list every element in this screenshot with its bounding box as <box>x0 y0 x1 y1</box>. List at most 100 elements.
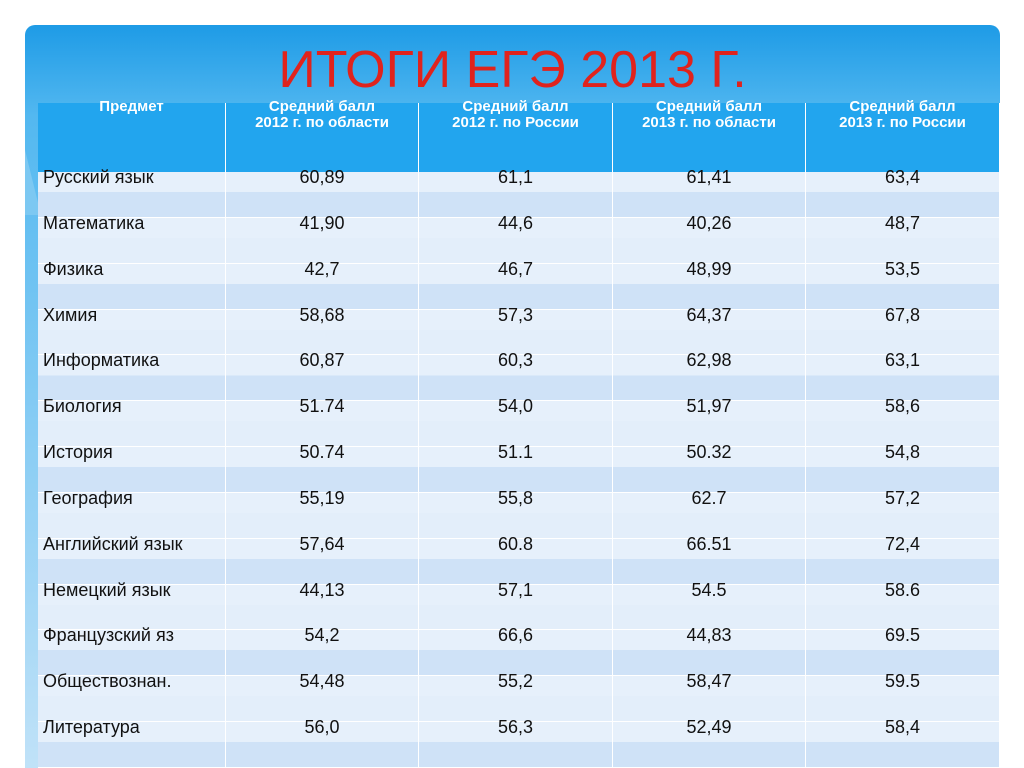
cell-text: 51.1 <box>497 442 534 463</box>
subject-cell: Информатика <box>38 350 226 402</box>
cell-text: Физика <box>43 258 104 279</box>
cell-text: История <box>43 442 113 463</box>
cell-text: Немецкий язык <box>43 579 171 600</box>
score-cell: 66,6 <box>419 625 613 677</box>
cell-text: 57,3 <box>497 304 534 325</box>
slide-title: ИТОГИ ЕГЭ 2013 Г. <box>278 41 747 99</box>
score-cell: 46,7 <box>419 259 613 310</box>
cell-text: 50.32 <box>686 442 732 463</box>
score-cell: 54,0 <box>419 396 613 448</box>
header-text: Средний балл <box>268 98 376 115</box>
header-cell: Предмет <box>38 99 226 172</box>
score-cell: 63,4 <box>806 167 1000 218</box>
cell-text: 56,0 <box>304 717 340 738</box>
cell-text: 62.7 <box>691 487 727 508</box>
cell-text: 60,3 <box>497 350 534 371</box>
score-cell: 51,97 <box>613 396 806 448</box>
score-cell: 57,1 <box>419 580 613 631</box>
cell-text: 54,48 <box>299 671 345 692</box>
score-cell: 54,8 <box>806 442 1000 493</box>
cell-text: 48,99 <box>686 258 732 279</box>
cell-text: Литература <box>43 717 140 738</box>
cell-text: География <box>43 487 133 508</box>
cell-text: 72,4 <box>884 533 921 554</box>
score-cell: 44,13 <box>226 580 419 631</box>
score-cell: 60.8 <box>419 534 613 585</box>
header-cell: Средний балл 2012 г. по России <box>419 99 613 172</box>
header-cell: Средний балл 2013 г. по области <box>613 99 806 172</box>
cell-text: Биология <box>43 396 122 417</box>
cell-text: 57,64 <box>299 533 345 554</box>
score-cell: 44,83 <box>613 625 806 677</box>
cell-text: 44,6 <box>497 212 534 233</box>
score-cell: 48,99 <box>613 259 806 310</box>
cell-text: 58,4 <box>884 717 921 738</box>
score-cell: 41,90 <box>226 213 419 264</box>
score-cell: 63,1 <box>806 350 1000 402</box>
score-cell: 57,3 <box>419 305 613 356</box>
header-text: Средний балл <box>849 98 956 115</box>
cell-text: 60,89 <box>299 167 345 187</box>
cell-text: 48,7 <box>884 212 921 233</box>
cell-text: 58,47 <box>686 671 732 692</box>
cell-text: 55,2 <box>497 671 534 692</box>
score-cell: 58,68 <box>226 305 419 356</box>
cell-text: 54,0 <box>497 396 534 417</box>
score-cell: 57,2 <box>806 488 1000 539</box>
score-cell: 60,87 <box>226 350 419 402</box>
cell-text: 66.51 <box>686 533 732 554</box>
subject-cell: Французский яз <box>38 625 226 677</box>
cell-text: 55,19 <box>299 487 345 508</box>
cell-text: 54.5 <box>691 579 727 600</box>
score-cell: 55,2 <box>419 671 613 723</box>
cell-text: Обществознан. <box>43 671 172 692</box>
score-cell: 50.32 <box>613 442 806 493</box>
score-cell: 51.1 <box>419 442 613 493</box>
cell-text: 41,90 <box>299 212 345 233</box>
score-cell: 58,47 <box>613 671 806 723</box>
subject-cell: Биология <box>38 396 226 448</box>
score-cell: 53,5 <box>806 259 1000 310</box>
subject-cell: Физика <box>38 259 226 310</box>
cell-text: 64,37 <box>686 304 732 325</box>
cell-text: 61,41 <box>686 167 732 187</box>
header-text: 2013 г. по России <box>839 114 966 131</box>
subject-cell: География <box>38 488 226 539</box>
score-cell: 54,2 <box>226 625 419 677</box>
header-text: Средний балл <box>462 98 569 115</box>
header-text: Предмет <box>99 98 164 115</box>
subject-cell: Русский язык <box>38 167 226 218</box>
cell-text: 56,3 <box>497 717 534 738</box>
cell-text: 63,1 <box>884 350 921 371</box>
score-cell: 66.51 <box>613 534 806 585</box>
score-cell: 50.74 <box>226 442 419 493</box>
cell-text: 58,68 <box>299 304 345 325</box>
cell-text: 60,87 <box>299 350 345 371</box>
cell-text: 40,26 <box>686 212 732 233</box>
cell-text: 46,7 <box>497 258 534 279</box>
subject-cell: Обществознан. <box>38 671 226 723</box>
score-cell: 57,64 <box>226 534 419 585</box>
score-cell: 59.5 <box>806 671 1000 723</box>
cell-text: 51.74 <box>299 396 345 417</box>
header-cell: Средний балл 2012 г. по области <box>226 99 419 172</box>
score-cell: 61,41 <box>613 167 806 218</box>
decoration <box>25 150 41 215</box>
score-cell: 55,19 <box>226 488 419 539</box>
cell-text: 55,8 <box>497 487 534 508</box>
cell-text: 54,8 <box>884 442 921 463</box>
score-cell: 55,8 <box>419 488 613 539</box>
cell-text: 54,2 <box>304 625 340 646</box>
cell-text: 58,6 <box>884 396 921 417</box>
score-cell: 72,4 <box>806 534 1000 585</box>
score-cell: 69.5 <box>806 625 1000 677</box>
score-cell: 64,37 <box>613 305 806 356</box>
cell-text: 59.5 <box>884 671 921 692</box>
header-text: Средний балл <box>655 98 763 115</box>
score-cell: 58.6 <box>806 580 1000 631</box>
score-cell: 40,26 <box>613 213 806 264</box>
cell-text: 62,98 <box>686 350 732 371</box>
score-cell: 54.5 <box>613 580 806 631</box>
header-text: 2013 г. по области <box>642 114 776 131</box>
subject-cell: Английский язык <box>38 534 226 585</box>
